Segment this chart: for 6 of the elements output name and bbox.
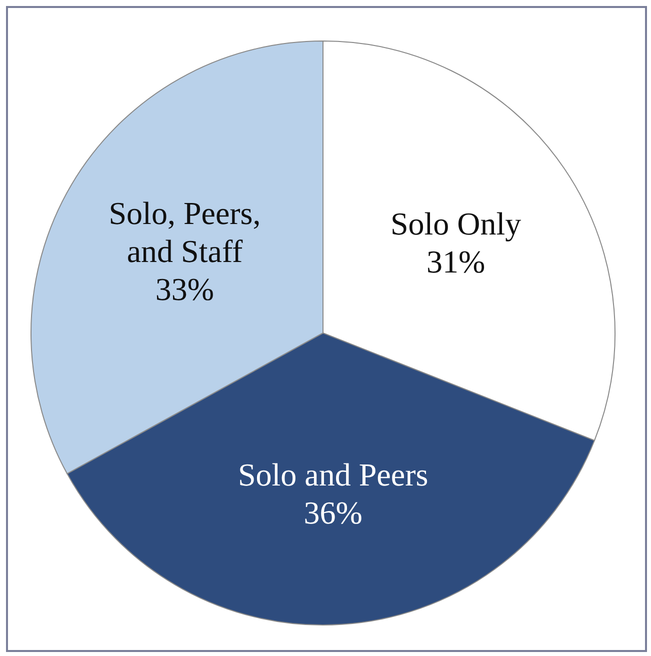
- data-label: 31%: [426, 244, 486, 280]
- slice-label: Solo and Peers: [238, 456, 428, 492]
- data-label: 33%: [155, 271, 214, 308]
- slice-label: Solo, Peers, and Staff: [108, 195, 261, 270]
- slice-label: Solo Only: [390, 206, 522, 242]
- data-label: 36%: [304, 494, 362, 530]
